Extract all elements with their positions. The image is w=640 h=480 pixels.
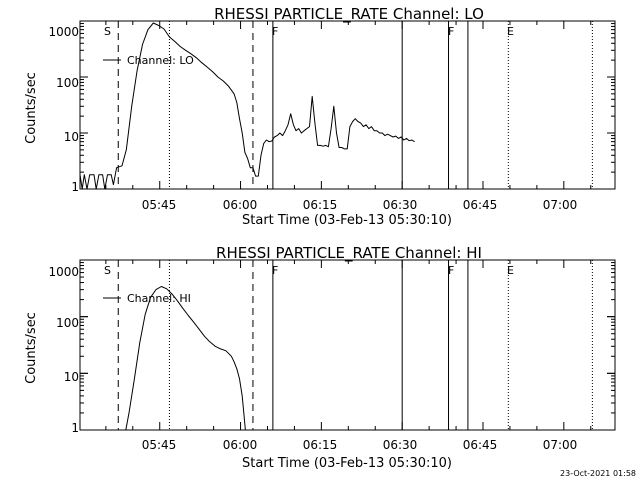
hi-legend-label: Channel: HI	[127, 292, 191, 305]
hi-x-tick-label: 05:45	[142, 438, 177, 452]
lo-channel-panel: RHESSI PARTICLE_RATE Channel: LO Counts/…	[24, 5, 616, 228]
hi-chart-title: RHESSI PARTICLE_RATE Channel: HI	[216, 244, 482, 263]
lo-x-axis-label: Start Time (03-Feb-13 05:30:10)	[242, 213, 452, 228]
hi-x-axis-label: Start Time (03-Feb-13 05:30:10)	[242, 456, 452, 471]
lo-y-axis-label: Counts/sec	[24, 72, 39, 144]
lo-x-tick-label: 05:45	[142, 198, 177, 212]
lo-x-tick-label: 07:00	[543, 198, 578, 212]
lo-x-tick-label: 06:45	[463, 198, 498, 212]
hi-x-tick-label: 06:00	[223, 438, 258, 452]
lo-x-tick-label: 06:15	[303, 198, 338, 212]
hi-flag-label: E	[507, 264, 514, 277]
hi-y-tick-label: 1000	[48, 265, 79, 279]
hi-x-tick-label: 06:15	[303, 438, 338, 452]
hi-y-tick-label: 1	[71, 421, 79, 435]
lo-legend-label: Channel: LO	[127, 54, 194, 67]
hi-y-tick-label: 100	[56, 316, 79, 330]
hi-x-tick-label: 06:30	[383, 438, 418, 452]
lo-y-tick-label: 1000	[48, 25, 79, 39]
hi-y-axis-label: Counts/sec	[24, 312, 39, 384]
lo-y-tick-label: 100	[56, 76, 79, 90]
lo-flag-label: F	[272, 25, 278, 38]
hi-x-tick-label: 06:45	[463, 438, 498, 452]
lo-x-tick-label: 06:00	[223, 198, 258, 212]
hi-x-tick-label: 07:00	[543, 438, 578, 452]
lo-plot-frame	[79, 20, 616, 190]
lo-chart-title: RHESSI PARTICLE_RATE Channel: LO	[214, 5, 484, 24]
hi-flag-label: S	[104, 264, 111, 277]
lo-y-tick-label: 1	[71, 180, 79, 194]
hi-plot-frame	[79, 259, 616, 431]
hi-channel-panel: RHESSI PARTICLE_RATE Channel: HI Counts/…	[24, 244, 616, 471]
lo-y-tick-label: 10	[64, 130, 79, 144]
lo-flag-label: E	[507, 25, 514, 38]
generation-date: 23-Oct-2021 01:58	[560, 469, 636, 478]
lo-series-line	[79, 22, 415, 190]
lo-flag-label: S	[104, 25, 111, 38]
hi-y-tick-label: 10	[64, 370, 79, 384]
lo-x-tick-label: 06:30	[383, 198, 418, 212]
hi-flag-label: F	[448, 264, 454, 277]
hi-series-line	[125, 286, 246, 431]
lo-flag-label: F	[448, 25, 454, 38]
hi-flag-label: F	[272, 264, 278, 277]
